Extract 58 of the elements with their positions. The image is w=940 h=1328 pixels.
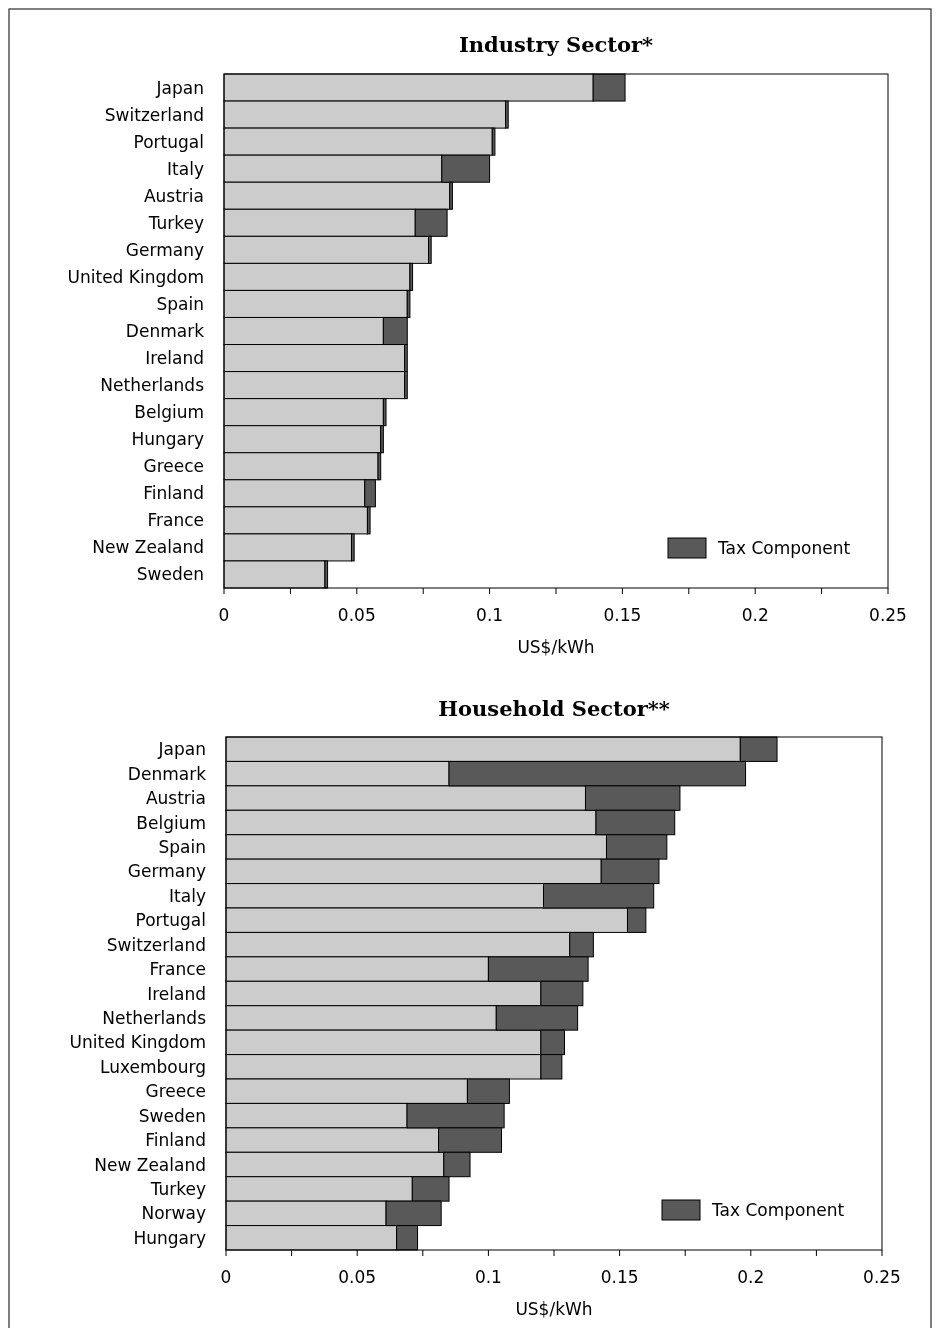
x-tick-label: 0 bbox=[220, 1267, 232, 1287]
y-tick-label: Italy bbox=[169, 885, 206, 906]
y-tick-label: Italy bbox=[167, 158, 204, 179]
y-tick-label: Netherlands bbox=[102, 1007, 207, 1028]
legend-label: Tax Component bbox=[711, 1200, 845, 1220]
x-tick-label: 0.05 bbox=[337, 605, 376, 625]
y-tick-label: Norway bbox=[141, 1203, 206, 1224]
y-tick-label: Luxembourg bbox=[100, 1056, 206, 1077]
y-tick-label: Sweden bbox=[138, 1105, 206, 1126]
y-tick-label: United Kingdom bbox=[67, 266, 204, 287]
x-tick-label: 0.2 bbox=[737, 1267, 765, 1287]
y-tick-label: Switzerland bbox=[104, 104, 204, 125]
y-tick-label: Austria bbox=[143, 185, 204, 206]
y-tick-label: Turkey bbox=[149, 1178, 206, 1199]
y-tick-label: Ireland bbox=[147, 983, 206, 1004]
y-tick-label: Spain bbox=[158, 836, 206, 857]
y-tick-label: Hungary bbox=[131, 429, 204, 450]
legend-label: Tax Component bbox=[717, 538, 851, 558]
chart-title: Industry Sector* bbox=[458, 32, 654, 57]
x-tick-label: 0.1 bbox=[474, 1267, 502, 1287]
x-tick-label: 0.15 bbox=[603, 605, 642, 625]
x-tick-label: 0.1 bbox=[476, 605, 504, 625]
x-axis-title: US$/kWh bbox=[515, 1299, 593, 1319]
y-tick-label: Germany bbox=[125, 239, 204, 260]
y-tick-label: Portugal bbox=[135, 910, 206, 931]
y-tick-label: Belgium bbox=[134, 402, 204, 423]
y-tick-label: New Zealand bbox=[94, 1154, 206, 1175]
y-tick-label: Sweden bbox=[136, 564, 204, 585]
y-tick-label: United Kingdom bbox=[69, 1032, 206, 1053]
y-tick-label: Turkey bbox=[147, 212, 204, 233]
x-tick-label: 0.05 bbox=[338, 1267, 377, 1287]
y-tick-label: New Zealand bbox=[92, 537, 204, 558]
y-tick-label: Finland bbox=[143, 483, 204, 504]
y-tick-label: Greece bbox=[145, 1081, 206, 1102]
y-tick-label: Hungary bbox=[133, 1227, 206, 1248]
y-tick-label: Japan bbox=[157, 739, 206, 760]
y-tick-label: Spain bbox=[156, 293, 204, 314]
chart-title: Household Sector** bbox=[438, 696, 670, 721]
y-tick-label: Netherlands bbox=[100, 375, 205, 396]
y-tick-label: Japan bbox=[155, 77, 204, 98]
y-tick-label: Denmark bbox=[127, 763, 207, 784]
y-tick-label: France bbox=[149, 959, 206, 980]
y-tick-label: Denmark bbox=[125, 321, 205, 341]
x-axis-title: US$/kWh bbox=[517, 637, 595, 657]
x-tick-label: 0.15 bbox=[600, 1267, 639, 1287]
x-tick-label: 0.25 bbox=[863, 1267, 901, 1287]
x-tick-label: 0 bbox=[218, 605, 230, 625]
y-tick-label: Greece bbox=[143, 456, 204, 477]
y-tick-label: Germany bbox=[127, 861, 206, 882]
x-tick-label: 0.2 bbox=[741, 605, 769, 625]
y-tick-label: Finland bbox=[145, 1130, 206, 1151]
y-tick-label: France bbox=[147, 510, 204, 531]
y-tick-label: Switzerland bbox=[106, 934, 206, 955]
y-tick-label: Austria bbox=[145, 788, 206, 809]
y-tick-label: Portugal bbox=[133, 131, 204, 152]
x-tick-label: 0.25 bbox=[869, 605, 907, 625]
y-tick-label: Belgium bbox=[136, 812, 206, 833]
y-tick-label: Ireland bbox=[145, 348, 204, 369]
